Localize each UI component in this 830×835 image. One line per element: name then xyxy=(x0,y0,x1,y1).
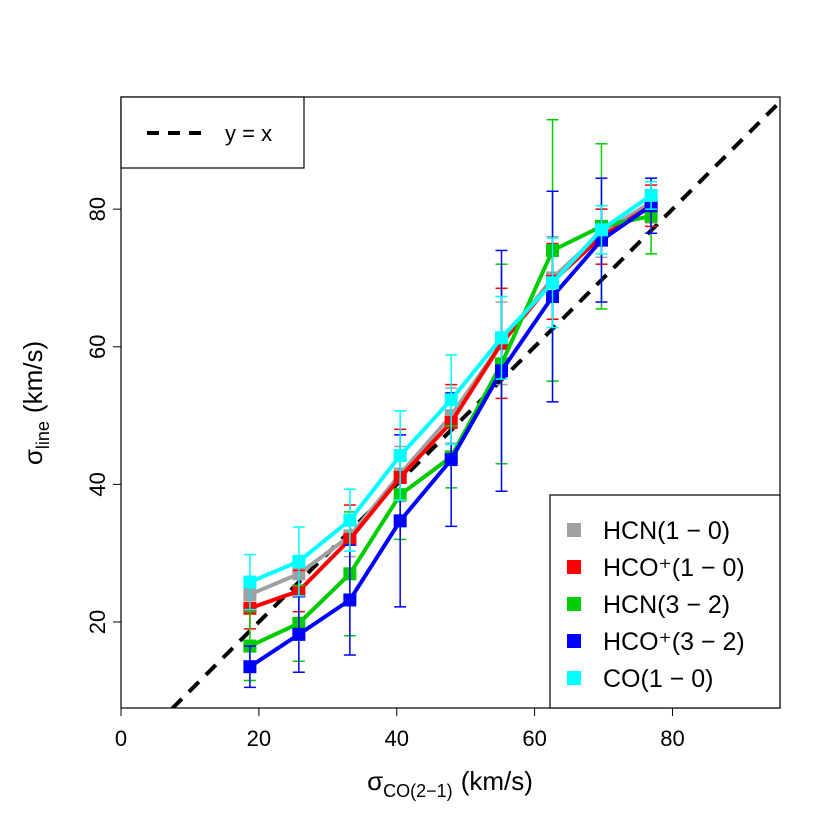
point xyxy=(444,453,458,467)
x-label-subscript: CO(2−1) xyxy=(383,781,453,801)
legend-key xyxy=(567,560,581,574)
legend-key xyxy=(567,671,581,685)
legend-key xyxy=(567,634,581,648)
point xyxy=(546,276,560,290)
y-tick-label: 40 xyxy=(85,472,110,496)
legend-label: HCN(1 − 0) xyxy=(603,517,730,545)
point xyxy=(594,223,608,237)
y-label-symbol: σ xyxy=(18,449,48,465)
x-tick-label: 20 xyxy=(247,726,271,751)
point xyxy=(495,331,509,345)
x-tick-label: 80 xyxy=(660,726,684,751)
x-label-symbol: σ xyxy=(367,766,383,796)
y-tick-label: 80 xyxy=(85,197,110,221)
legend-label: CO(1 − 0) xyxy=(603,665,713,693)
point xyxy=(292,627,306,641)
point xyxy=(644,188,658,202)
legend-box xyxy=(549,494,781,709)
x-tick-label: 0 xyxy=(115,726,127,751)
plot-area xyxy=(169,98,780,708)
legend-key xyxy=(567,523,581,537)
y-label-subscript: line xyxy=(33,421,53,449)
legend-label: y = x xyxy=(225,121,272,146)
y-axis-label: σline (km/s) xyxy=(18,341,53,465)
legend-label: HCO⁺(1 − 0) xyxy=(603,554,745,582)
series xyxy=(243,180,658,611)
axes: 0 20 40 60 80 20 40 60 80 xyxy=(85,197,685,751)
point xyxy=(243,660,257,674)
y-tick-label: 60 xyxy=(85,335,110,359)
series xyxy=(243,177,658,689)
series-legend: HCN(1 − 0) HCO⁺(1 − 0) HCN(3 − 2) HCO⁺(3 − … xyxy=(549,494,781,709)
x-label-unit: (km/s) xyxy=(461,766,533,796)
x-axis-label: σCO(2−1) (km/s) xyxy=(367,766,533,801)
point xyxy=(343,513,357,527)
y-tick-label: 20 xyxy=(85,610,110,634)
x-tick-label: 60 xyxy=(522,726,546,751)
legend-key xyxy=(567,597,581,611)
point xyxy=(292,554,306,568)
legend-label: HCN(3 − 2) xyxy=(603,591,730,619)
point xyxy=(243,575,257,589)
reference-legend: y = x xyxy=(120,96,305,169)
point xyxy=(393,448,407,462)
x-tick-label: 40 xyxy=(384,726,408,751)
point xyxy=(343,593,357,607)
legend-label: HCO⁺(3 − 2) xyxy=(603,628,745,656)
point xyxy=(444,393,458,407)
y-label-unit: (km/s) xyxy=(18,341,48,413)
point xyxy=(393,514,407,528)
